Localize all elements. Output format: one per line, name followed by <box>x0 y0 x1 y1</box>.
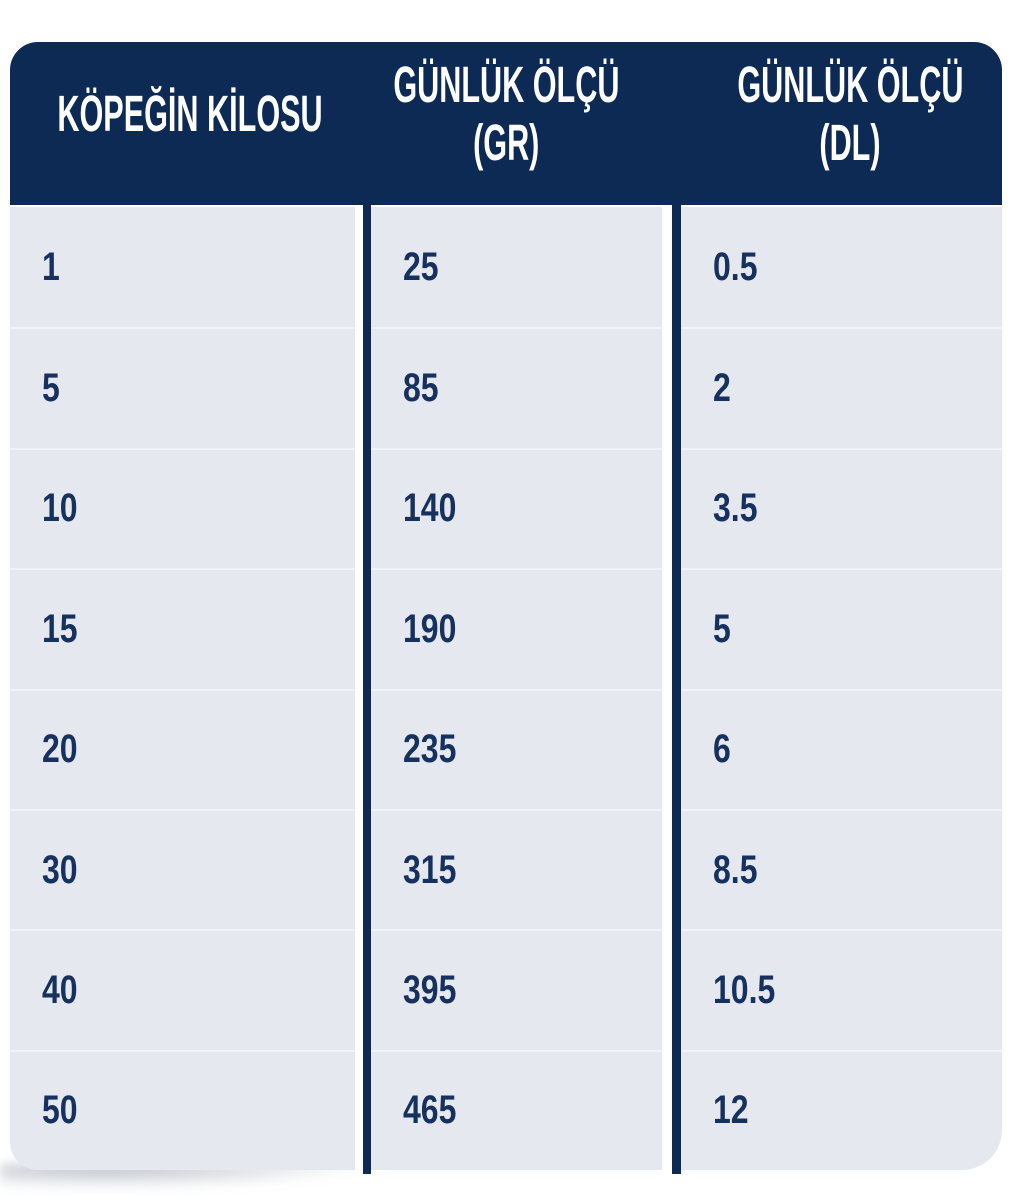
table-header-row: KÖPEĞİN KİLOSU GÜNLÜK ÖLÇÜ (GR) GÜNLÜK Ö… <box>10 42 1002 205</box>
cell-value: 40 <box>42 967 78 1012</box>
header-dog-weight-label: KÖPEĞİN KİLOSU <box>57 84 324 142</box>
table-cell: 10 <box>10 447 355 569</box>
table-cell: 5 <box>10 327 355 448</box>
cell-value: 190 <box>403 606 457 651</box>
table-cell: 395 <box>371 929 662 1050</box>
cell-value: 1 <box>42 244 60 289</box>
table-shadow <box>0 1164 650 1200</box>
table-row: 50 465 12 <box>10 1049 1002 1170</box>
table-cell: 25 <box>371 207 662 328</box>
cell-value: 20 <box>42 727 78 772</box>
cell-value: 315 <box>403 847 457 892</box>
table-row: 5 85 2 <box>10 327 1002 448</box>
cell-value: 465 <box>403 1088 457 1133</box>
cell-value: 25 <box>403 244 439 289</box>
table-cell: 140 <box>371 447 662 569</box>
cell-value: 3.5 <box>713 486 758 531</box>
cell-value: 10.5 <box>713 967 776 1012</box>
header-daily-amount-gr-label: GÜNLÜK ÖLÇÜ <box>393 55 620 113</box>
header-daily-amount-dl-group: GÜNLÜK ÖLÇÜ (DL) <box>662 56 1010 172</box>
table-cell: 15 <box>10 568 355 689</box>
table-cell: 315 <box>371 808 662 930</box>
cell-value: 8.5 <box>713 847 758 892</box>
cell-value: 2 <box>713 366 731 411</box>
column-divider-1 <box>363 205 371 1174</box>
header-daily-amount-dl: GÜNLÜK ÖLÇÜ (DL) <box>672 42 1002 205</box>
cell-value: 30 <box>42 847 78 892</box>
table-row: 10 140 3.5 <box>10 447 1002 569</box>
table-cell: 0.5 <box>681 207 1002 328</box>
table-cell: 1 <box>10 207 355 328</box>
cell-value: 140 <box>403 486 457 531</box>
header-daily-amount-gr-group: GÜNLÜK ÖLÇÜ (GR) <box>318 56 695 172</box>
table-cell: 8.5 <box>681 808 1002 930</box>
header-daily-amount-gr: GÜNLÜK ÖLÇÜ (GR) <box>371 42 672 205</box>
table-row: 40 395 10.5 <box>10 929 1002 1050</box>
table-row: 15 190 5 <box>10 568 1002 689</box>
table-cell: 40 <box>10 929 355 1050</box>
table-cell: 235 <box>371 688 662 809</box>
table-cell: 6 <box>681 688 1002 809</box>
header-dog-weight: KÖPEĞİN KİLOSU <box>10 42 371 205</box>
cell-value: 235 <box>403 727 457 772</box>
table-cell: 20 <box>10 688 355 809</box>
table-row: 1 25 0.5 <box>10 207 1002 328</box>
header-dog-weight-group: KÖPEĞİN KİLOSU <box>0 85 412 143</box>
table-cell: 3.5 <box>681 447 1002 569</box>
table-cell: 12 <box>681 1049 1002 1170</box>
table-cell: 10.5 <box>681 929 1002 1050</box>
column-divider-2 <box>672 205 681 1174</box>
table-cell: 5 <box>681 568 1002 689</box>
table-row: 20 235 6 <box>10 688 1002 809</box>
header-daily-amount-dl-label: GÜNLÜK ÖLÇÜ <box>736 55 964 113</box>
cell-value: 5 <box>713 606 731 651</box>
cell-value: 50 <box>42 1088 78 1133</box>
table-cell: 85 <box>371 327 662 448</box>
cell-value: 12 <box>713 1088 749 1133</box>
cell-value: 15 <box>42 606 78 651</box>
cell-value: 6 <box>713 727 731 772</box>
table-body: 1 25 0.5 5 85 2 10 140 3.5 15 190 5 20 235 6 30 315 8.5 40… <box>10 205 1002 1174</box>
table-cell: 2 <box>681 327 1002 448</box>
header-daily-amount-dl-unit: (DL) <box>819 113 881 171</box>
table-row: 30 315 8.5 <box>10 808 1002 930</box>
table-cell: 465 <box>371 1049 662 1170</box>
table-cell: 50 <box>10 1049 355 1170</box>
header-daily-amount-gr-unit: (GR) <box>473 113 540 171</box>
cell-value: 5 <box>42 366 60 411</box>
table-cell: 30 <box>10 808 355 930</box>
dog-feeding-table: KÖPEĞİN KİLOSU GÜNLÜK ÖLÇÜ (GR) GÜNLÜK Ö… <box>10 42 1002 1174</box>
cell-value: 85 <box>403 366 439 411</box>
table-cell: 190 <box>371 568 662 689</box>
cell-value: 0.5 <box>713 244 758 289</box>
cell-value: 395 <box>403 967 457 1012</box>
cell-value: 10 <box>42 486 78 531</box>
